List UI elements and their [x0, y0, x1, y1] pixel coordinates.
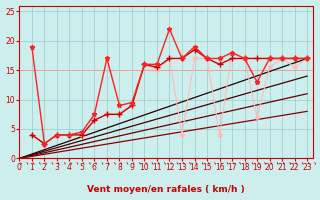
X-axis label: Vent moyen/en rafales ( km/h ): Vent moyen/en rafales ( km/h ) [87, 185, 245, 194]
